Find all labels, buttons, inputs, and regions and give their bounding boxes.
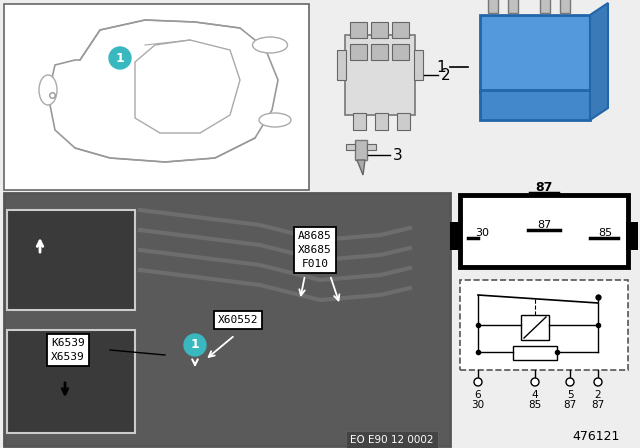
PathPatch shape <box>48 20 278 162</box>
Bar <box>540 0 550 13</box>
Bar <box>488 0 498 13</box>
Text: 30: 30 <box>472 400 484 410</box>
Bar <box>626 222 638 250</box>
Text: 1: 1 <box>436 60 446 74</box>
Bar <box>513 346 557 360</box>
Text: X60552: X60552 <box>218 315 259 325</box>
Bar <box>392 22 409 38</box>
Bar <box>353 113 366 130</box>
Bar <box>7 210 135 310</box>
Text: 1: 1 <box>116 52 124 65</box>
Bar <box>355 140 367 160</box>
Circle shape <box>594 378 602 386</box>
Circle shape <box>184 334 206 356</box>
Bar <box>397 113 410 130</box>
Circle shape <box>109 47 131 69</box>
Text: 85: 85 <box>529 400 541 410</box>
Bar <box>4 193 450 446</box>
Bar <box>485 90 585 110</box>
Text: 85: 85 <box>598 228 612 238</box>
Bar <box>450 222 462 250</box>
Bar <box>480 90 590 120</box>
Text: 30: 30 <box>475 228 489 238</box>
Text: 2: 2 <box>595 390 602 400</box>
Bar <box>337 50 346 80</box>
Bar <box>350 44 367 60</box>
Bar <box>560 0 570 13</box>
Bar <box>4 4 309 190</box>
PathPatch shape <box>135 40 240 133</box>
Text: EO E90 12 0002: EO E90 12 0002 <box>350 435 433 445</box>
Polygon shape <box>357 160 365 175</box>
Text: 3: 3 <box>393 147 403 163</box>
Circle shape <box>566 378 574 386</box>
Bar <box>480 15 590 92</box>
Bar <box>350 22 367 38</box>
Bar <box>460 195 628 267</box>
Ellipse shape <box>56 22 280 162</box>
Bar <box>508 0 518 13</box>
Bar <box>371 22 388 38</box>
Text: 1: 1 <box>191 339 200 352</box>
Bar <box>346 144 355 150</box>
Text: K6539
X6539: K6539 X6539 <box>51 338 85 362</box>
Circle shape <box>531 378 539 386</box>
Bar <box>414 50 423 80</box>
Text: 5: 5 <box>566 390 573 400</box>
Bar <box>521 315 549 340</box>
Text: 6: 6 <box>475 390 481 400</box>
Text: 4: 4 <box>532 390 538 400</box>
Bar <box>460 280 628 370</box>
Text: 87: 87 <box>591 400 605 410</box>
Bar <box>392 44 409 60</box>
Text: 87: 87 <box>537 220 551 230</box>
Text: 476121: 476121 <box>573 430 620 443</box>
Bar <box>375 113 388 130</box>
Ellipse shape <box>39 75 57 105</box>
Bar <box>345 35 415 115</box>
Ellipse shape <box>253 37 287 53</box>
Circle shape <box>474 378 482 386</box>
Bar <box>371 44 388 60</box>
Text: 87: 87 <box>563 400 577 410</box>
Text: A8685
X8685
F010: A8685 X8685 F010 <box>298 231 332 269</box>
Bar <box>7 330 135 433</box>
Text: 87: 87 <box>535 181 553 194</box>
Text: 2: 2 <box>441 68 451 82</box>
Polygon shape <box>590 3 608 120</box>
Bar <box>367 144 376 150</box>
Ellipse shape <box>259 113 291 127</box>
